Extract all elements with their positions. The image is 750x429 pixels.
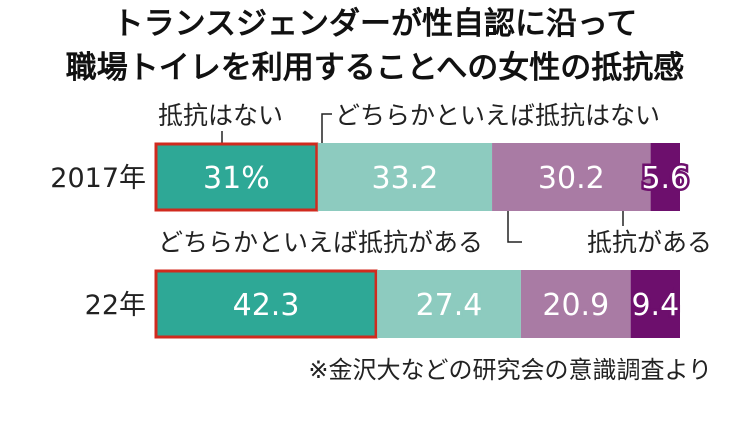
- data-label: 31%: [203, 161, 270, 196]
- legend-label-somewhat-no-resistance: どちらかといえば抵抗はない: [335, 101, 660, 130]
- legend-label-no-resistance: 抵抗はない: [158, 101, 283, 130]
- bar-segment: [317, 143, 493, 211]
- bar-segment: [377, 270, 521, 338]
- source-note: ※金沢大などの研究会の意識調査より: [308, 356, 712, 384]
- bar-segment: [155, 143, 318, 211]
- bar-segment: [630, 270, 680, 338]
- category-label-2017: 2017年: [50, 163, 146, 194]
- legend-label-somewhat-resistance: どちらかといえば抵抗がある: [158, 228, 483, 257]
- data-label: 27.4: [416, 288, 483, 323]
- legend-leader-somewhat-resistance: [507, 211, 522, 243]
- chart-title-line-1: トランスジェンダーが性自認に沿って: [113, 6, 638, 42]
- legend-leader-somewhat-no-resistance: [321, 113, 332, 143]
- bar-segment: [155, 270, 378, 338]
- legend-label-resistance: 抵抗がある: [587, 228, 712, 257]
- data-label: 30.2: [538, 161, 605, 196]
- bar-segment: [492, 143, 651, 211]
- bar-segment: [520, 270, 631, 338]
- data-label: 20.9: [542, 288, 609, 323]
- highlight-frame: [154, 142, 319, 212]
- data-label: 42.3: [233, 288, 300, 323]
- highlight-frame: [154, 269, 378, 339]
- data-label: 9.4: [631, 288, 679, 323]
- bar-segment: [650, 143, 680, 211]
- chart-title-line-2: 職場トイレを利用することへの女性の抵抗感: [66, 50, 684, 86]
- data-label: 33.2: [372, 161, 439, 196]
- category-label-2022: 22年: [85, 290, 146, 321]
- data-label: 5.6: [641, 161, 689, 196]
